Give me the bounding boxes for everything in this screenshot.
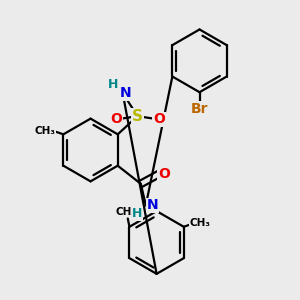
Text: O: O <box>158 167 170 181</box>
Text: O: O <box>153 112 165 127</box>
Text: N: N <box>147 198 158 212</box>
Text: O: O <box>110 112 122 127</box>
Text: N: N <box>120 86 132 100</box>
Text: H: H <box>108 78 118 91</box>
Text: Br: Br <box>191 102 208 116</box>
Text: CH₃: CH₃ <box>116 207 136 217</box>
Text: S: S <box>132 109 143 124</box>
Text: CH₃: CH₃ <box>35 126 56 136</box>
Text: CH₃: CH₃ <box>189 218 210 229</box>
Text: H: H <box>132 207 143 220</box>
